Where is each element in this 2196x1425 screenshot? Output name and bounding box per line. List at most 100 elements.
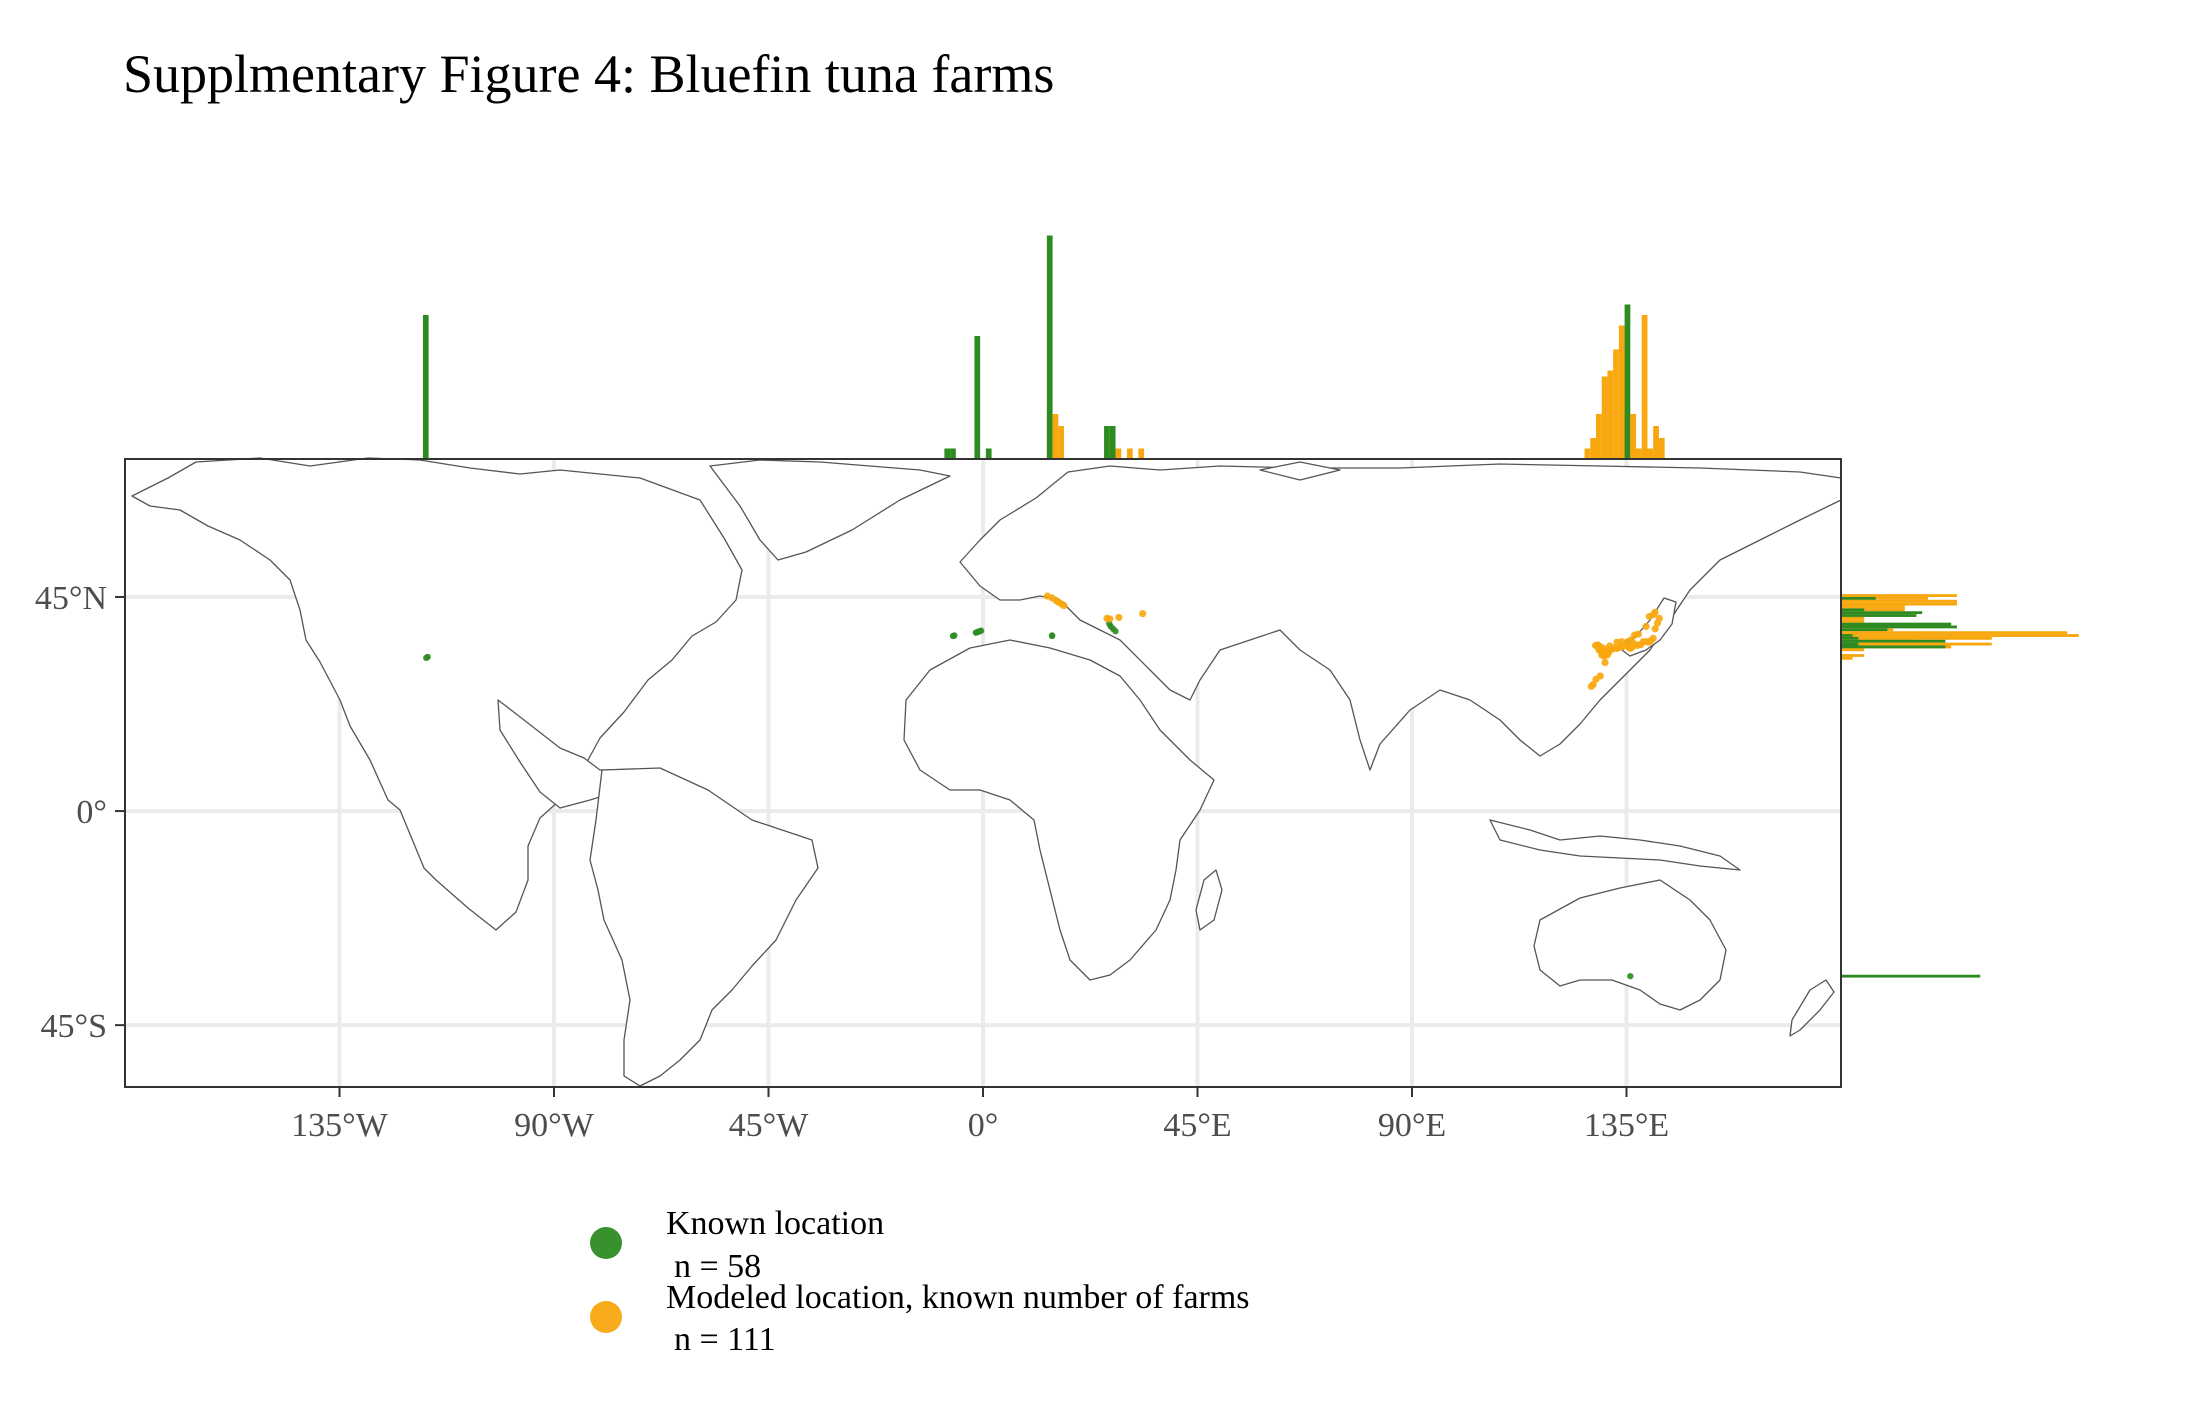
lon-histogram-bar-known: [985, 448, 992, 459]
lon-histogram-bar-modeled: [1590, 438, 1596, 459]
lat-histogram-bar-modeled: [1841, 602, 1957, 606]
lon-histogram-bar-known: [1046, 235, 1053, 459]
legend-label-known: Known location: [666, 1205, 884, 1242]
lat-histogram-bar-known: [1841, 642, 1859, 646]
land-layer: [131, 457, 1842, 1087]
africa: [903, 639, 1215, 981]
lat-histogram-bar-modeled: [1841, 594, 1957, 597]
southeast-asia-islands: [1489, 819, 1741, 871]
lat-histogram-bar-modeled: [1841, 619, 1865, 623]
x-tick-label: 135°W: [291, 1107, 389, 1144]
lon-histogram-bar-modeled: [1658, 438, 1665, 459]
farm-points: [423, 592, 1663, 980]
lon-histogram-bar-modeled: [1138, 448, 1145, 459]
modeled-farm-point: [1642, 622, 1650, 631]
x-tick-label: 135°E: [1584, 1107, 1669, 1144]
lon-histogram-bar-modeled: [1630, 414, 1637, 459]
lon-histogram-bar-known: [974, 336, 981, 459]
lat-histogram-bar-known: [1841, 636, 1859, 640]
lon-histogram-bar-modeled: [1115, 448, 1122, 459]
x-tick-label: 90°E: [1378, 1107, 1446, 1144]
lat-histogram-bar-known: [1841, 622, 1952, 626]
figure-title: Supplmentary Figure 4: Bluefin tuna farm…: [123, 44, 1054, 104]
lon-histogram-bar-modeled: [1052, 414, 1059, 459]
legend-swatch-known: [590, 1227, 622, 1259]
modeled-farm-point: [1060, 601, 1068, 610]
north-america: [131, 457, 743, 931]
greenland: [709, 459, 951, 561]
lon-histogram-bar-modeled: [1584, 448, 1591, 459]
longitude-histogram: [422, 235, 1665, 459]
lat-histogram-bar-modeled: [1841, 654, 1865, 657]
x-tick-label: 0°: [968, 1107, 999, 1144]
europe-asia: [959, 463, 1842, 771]
lon-histogram-bar-modeled: [1647, 448, 1654, 459]
lon-histogram-bar-modeled: [1636, 448, 1642, 459]
modeled-farm-point: [1597, 648, 1605, 656]
x-tick-label: 45°W: [729, 1107, 810, 1144]
modeled-farm-point: [1606, 642, 1614, 650]
modeled-farm-point: [1651, 608, 1659, 616]
x-axis: 135°W 90°W 45°W 0° 45°E 90°E 135°E: [291, 1087, 1669, 1144]
modeled-farm-point: [1624, 638, 1632, 646]
lat-histogram-bar-known: [1841, 611, 1923, 615]
y-tick-label: 45°S: [40, 1008, 107, 1045]
y-axis: 45°N 0° 45°S: [35, 580, 125, 1045]
lat-histogram-bar-modeled: [1841, 631, 2068, 635]
lat-histogram-bar-modeled: [1841, 636, 1992, 640]
lat-histogram-bar-modeled: [1841, 656, 1853, 660]
legend: Known location n = 58 Modeled location, …: [590, 1205, 1250, 1358]
australia: [1533, 879, 1727, 1011]
lat-histogram-bar-known: [1841, 625, 1957, 629]
lon-histogram-bar-known: [1104, 426, 1110, 459]
lat-histogram-bar-modeled: [1841, 634, 2079, 637]
lon-histogram-bar-modeled: [1653, 426, 1659, 459]
legend-count-modeled: n = 111: [674, 1321, 776, 1358]
y-tick-label: 45°N: [35, 580, 107, 617]
x-tick-label: 90°W: [514, 1107, 595, 1144]
known-farm-point: [1048, 632, 1056, 639]
modeled-farm-point: [1115, 613, 1123, 622]
modeled-farm-point: [1106, 615, 1114, 623]
lon-histogram-bar-modeled: [1595, 414, 1602, 459]
known-farm-point: [424, 653, 431, 661]
modeled-farm-point: [1601, 659, 1609, 667]
x-tick-label: 45°E: [1163, 1107, 1231, 1144]
lat-histogram-bar-known: [1841, 628, 1888, 632]
lat-histogram-bar-modeled: [1841, 648, 1865, 652]
known-farm-point: [1112, 628, 1119, 635]
y-tick-label: 0°: [76, 794, 107, 831]
lon-histogram-bar-modeled: [1613, 349, 1619, 459]
lat-histogram-bar-modeled: [1841, 605, 1905, 609]
lat-histogram-bar-modeled: [1841, 616, 1865, 620]
new-zealand: [1789, 979, 1835, 1037]
lat-histogram-bar-modeled: [1841, 599, 1957, 603]
lon-histogram-bar-modeled: [1618, 325, 1625, 459]
modeled-farm-point: [1139, 610, 1147, 618]
legend-item-modeled: Modeled location, known number of farms …: [590, 1279, 1250, 1358]
known-farm-point: [1627, 972, 1634, 980]
lon-histogram-bar-modeled: [1607, 370, 1614, 459]
lon-histogram-bar-modeled: [1058, 426, 1065, 459]
modeled-farm-point: [1655, 614, 1663, 622]
legend-count-known: n = 58: [674, 1248, 761, 1285]
modeled-farm-point: [1645, 612, 1653, 621]
modeled-farm-point: [1649, 634, 1657, 642]
modeled-farm-point: [1651, 625, 1659, 633]
latitude-histogram: [1841, 594, 2079, 978]
lat-histogram-bar-known: [1841, 608, 1865, 612]
map-panel: [124, 457, 1842, 1088]
known-farm-point: [951, 632, 958, 639]
madagascar: [1195, 869, 1223, 931]
lon-histogram-bar-modeled: [1601, 376, 1608, 459]
lat-histogram-bar-modeled: [1841, 596, 1928, 600]
legend-swatch-modeled: [590, 1301, 622, 1333]
legend-item-known: Known location n = 58: [590, 1205, 884, 1285]
lat-histogram-bar-known: [1841, 974, 1981, 978]
antarctic-islands: [1259, 461, 1341, 481]
lat-histogram-bar-known: [1841, 634, 1853, 637]
lat-histogram-bar-modeled: [1841, 642, 1992, 646]
lon-histogram-bar-known: [1624, 304, 1631, 459]
lon-histogram-bar-known: [944, 448, 951, 459]
